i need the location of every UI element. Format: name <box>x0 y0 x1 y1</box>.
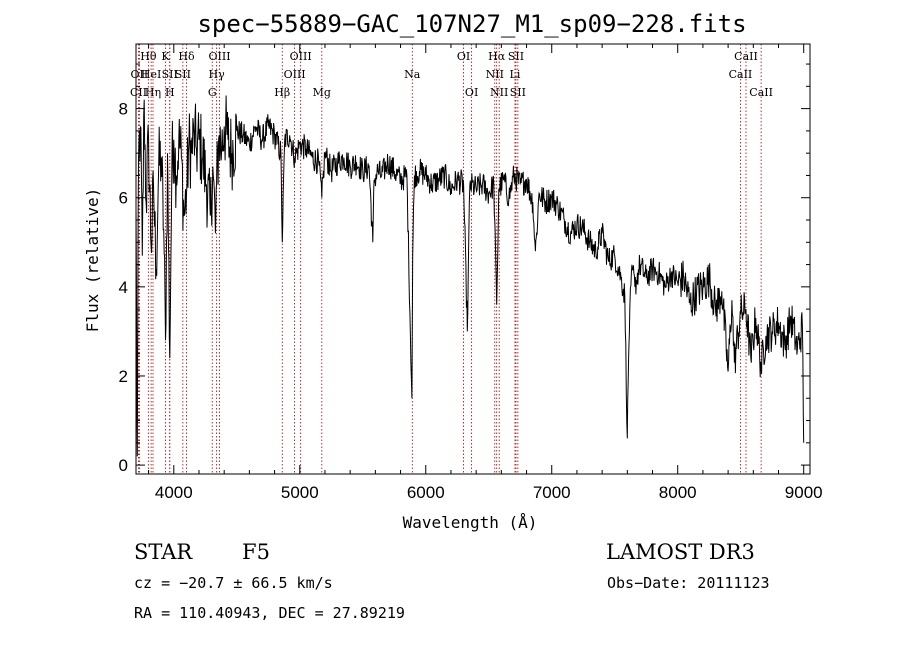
axis-ticks: 4000 5000 6000 7000 8000 9000 0 2 4 6 8 <box>119 44 823 502</box>
line-label-17: Na <box>404 68 421 81</box>
line-label-25: SII <box>510 86 526 99</box>
line-label-8: Hδ <box>178 50 195 63</box>
y-axis-label: Flux (relative) <box>83 188 102 333</box>
line-label-20: Hα <box>488 50 506 63</box>
x-tick-label-4: 8000 <box>659 483 697 502</box>
line-label-13: Hβ <box>274 86 290 99</box>
line-label-19: OI <box>465 86 478 99</box>
flux-series-line <box>135 95 805 457</box>
x-tick-label-3: 7000 <box>533 483 571 502</box>
x-axis-label: Wavelength (Å) <box>403 513 538 532</box>
line-label-24: Li <box>510 68 521 81</box>
object-class: STAR <box>134 540 193 564</box>
line-label-5: K <box>161 50 170 63</box>
line-label-16: Mg <box>313 86 331 99</box>
line-label-28: CaII <box>749 86 773 99</box>
line-label-14: OIII <box>290 50 312 63</box>
x-tick-label-5: 9000 <box>785 483 823 502</box>
line-label-11: Hγ <box>209 68 226 81</box>
line-label-23: SII <box>508 50 524 63</box>
object-subclass: F5 <box>242 540 270 564</box>
spectrum-chart: spec−55889−GAC_107N27_M1_sp09−228.fits H… <box>83 10 823 532</box>
line-label-1: OII <box>131 68 149 81</box>
plot-frame <box>135 43 811 475</box>
y-tick-label-0: 0 <box>119 456 128 475</box>
x-tick-label-2: 6000 <box>407 483 445 502</box>
line-label-26: CaII <box>734 50 758 63</box>
survey-name: LAMOST DR3 <box>606 540 755 564</box>
observation-date: Obs−Date: 20111123 <box>607 574 770 592</box>
coordinates: RA = 110.40943, DEC = 27.89219 <box>134 604 405 622</box>
line-label-18: OI <box>457 50 470 63</box>
line-label-21: NII <box>486 68 504 81</box>
line-label-22: NII <box>490 86 508 99</box>
x-tick-label-0: 4000 <box>155 483 193 502</box>
line-label-2: CII <box>130 86 147 99</box>
line-label-0: Hθ <box>140 50 157 63</box>
y-tick-label-2: 4 <box>119 278 128 297</box>
line-label-7: H <box>165 86 175 99</box>
chart-title: spec−55889−GAC_107N27_M1_sp09−228.fits <box>197 10 746 38</box>
y-tick-label-4: 8 <box>119 100 128 119</box>
line-label-3: HeI <box>141 68 161 81</box>
redshift-velocity: cz = −20.7 ± 66.5 km/s <box>134 574 333 592</box>
line-label-27: CaII <box>729 68 753 81</box>
y-tick-label-3: 6 <box>119 189 128 208</box>
line-label-6: SII <box>162 68 178 81</box>
line-label-4: Hη <box>145 86 161 99</box>
line-label-10: OIII <box>208 50 230 63</box>
x-tick-label-1: 5000 <box>281 483 319 502</box>
y-tick-label-1: 2 <box>119 367 128 386</box>
line-label-15: OIII <box>284 68 306 81</box>
line-label-12: G <box>208 86 217 99</box>
line-label-9: SII <box>175 68 191 81</box>
